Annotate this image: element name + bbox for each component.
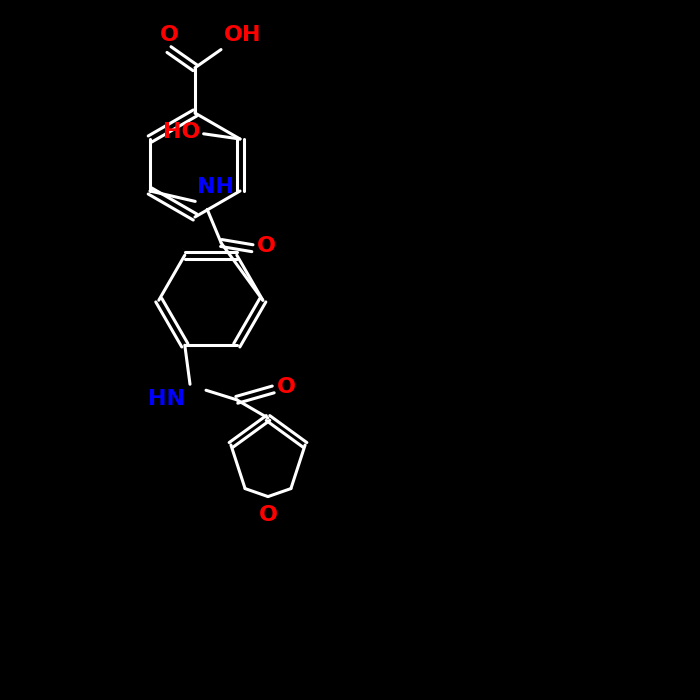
- Text: HN: HN: [148, 389, 185, 410]
- Text: HO: HO: [163, 122, 201, 142]
- Text: NH: NH: [197, 177, 234, 197]
- Text: O: O: [258, 505, 277, 524]
- Text: O: O: [160, 25, 178, 45]
- Text: O: O: [256, 236, 275, 256]
- Text: OH: OH: [224, 25, 262, 45]
- Text: O: O: [277, 377, 296, 398]
